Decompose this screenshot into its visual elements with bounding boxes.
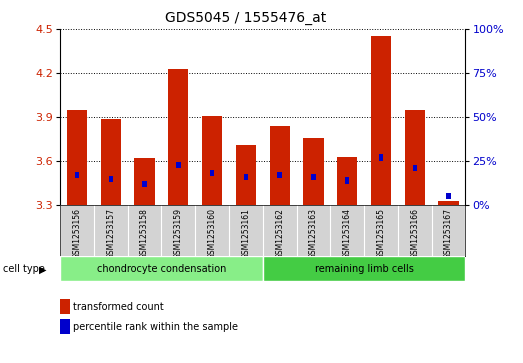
Bar <box>337 157 357 205</box>
Text: GSM1253167: GSM1253167 <box>444 208 453 258</box>
Bar <box>303 138 324 205</box>
Bar <box>109 176 113 182</box>
Text: chondrocyte condensation: chondrocyte condensation <box>97 264 226 274</box>
Text: GSM1253165: GSM1253165 <box>377 208 385 258</box>
Bar <box>446 193 451 199</box>
Bar <box>142 181 147 187</box>
Bar <box>413 165 417 171</box>
Text: GSM1253161: GSM1253161 <box>242 208 251 258</box>
Text: percentile rank within the sample: percentile rank within the sample <box>73 322 238 332</box>
Bar <box>269 126 290 205</box>
Bar <box>379 155 383 161</box>
Text: GSM1253159: GSM1253159 <box>174 208 183 258</box>
Bar <box>345 178 349 184</box>
Bar <box>236 145 256 205</box>
Text: cell type: cell type <box>3 264 44 274</box>
Text: GSM1253162: GSM1253162 <box>275 208 284 258</box>
Bar <box>67 110 87 205</box>
Text: GSM1253164: GSM1253164 <box>343 208 352 258</box>
Text: GSM1253163: GSM1253163 <box>309 208 318 258</box>
Text: GSM1253166: GSM1253166 <box>411 208 419 258</box>
Bar <box>100 119 121 205</box>
Bar <box>371 36 391 205</box>
Text: GSM1253156: GSM1253156 <box>73 208 82 258</box>
Bar <box>263 256 465 281</box>
Bar <box>176 162 180 168</box>
Text: remaining limb cells: remaining limb cells <box>315 264 414 274</box>
Bar <box>278 172 282 178</box>
Bar <box>244 174 248 180</box>
Bar <box>202 115 222 205</box>
Bar <box>168 69 188 205</box>
Text: GSM1253157: GSM1253157 <box>106 208 115 258</box>
Bar <box>210 170 214 176</box>
Bar <box>134 158 155 205</box>
Text: ▶: ▶ <box>39 264 46 274</box>
Bar <box>60 256 263 281</box>
Text: GSM1253158: GSM1253158 <box>140 208 149 258</box>
Bar <box>311 174 316 180</box>
Bar <box>75 172 79 178</box>
Bar <box>405 110 425 205</box>
Bar <box>438 201 459 205</box>
Text: transformed count: transformed count <box>73 302 164 312</box>
Text: GSM1253160: GSM1253160 <box>208 208 217 258</box>
Text: GDS5045 / 1555476_at: GDS5045 / 1555476_at <box>165 11 326 25</box>
